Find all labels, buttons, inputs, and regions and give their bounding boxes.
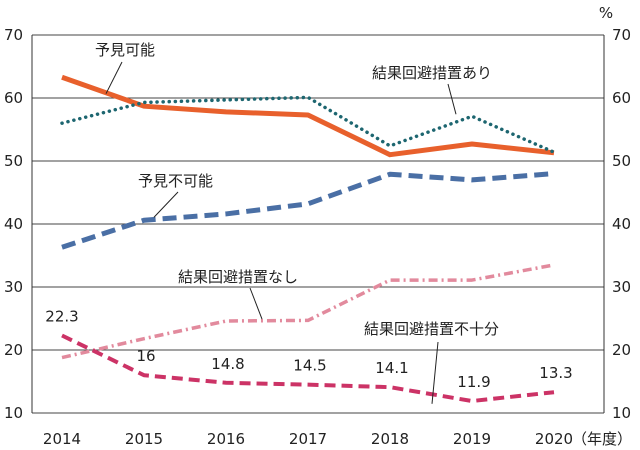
- y-tick-right-50: 50: [612, 152, 631, 170]
- y-tick-left-30: 30: [4, 278, 23, 296]
- y-tick-right-40: 40: [612, 215, 631, 233]
- right-y-tick-labels: 10 20 30 40 50 60 70: [612, 26, 631, 422]
- x-tick-2020: 2020: [535, 430, 573, 448]
- x-axis-unit-label: （年度）: [572, 430, 632, 448]
- data-label-2018: 14.1: [375, 359, 408, 377]
- y-tick-left-50: 50: [4, 152, 23, 170]
- leader-avoidance-none: [249, 287, 263, 320]
- series-label-avoidance-taken: 結果回避措置あり: [372, 64, 492, 82]
- data-label-2020: 13.3: [539, 364, 572, 382]
- data-label-2017: 14.5: [293, 357, 326, 375]
- y-tick-right-70: 70: [612, 26, 631, 44]
- series-labels: 予見可能 結果回避措置あり 予見不可能 結果回避措置なし 結果回避措置不十分: [95, 41, 499, 338]
- y-tick-left-40: 40: [4, 215, 23, 233]
- series-label-avoidance-insufficient: 結果回避措置不十分: [364, 320, 499, 338]
- y-tick-left-20: 20: [4, 341, 23, 359]
- x-tick-2018: 2018: [371, 430, 409, 448]
- x-tick-2016: 2016: [207, 430, 245, 448]
- x-tick-2015: 2015: [125, 430, 163, 448]
- series-line-s4: [61, 263, 555, 360]
- data-label-2014: 22.3: [45, 308, 78, 326]
- y-tick-right-60: 60: [612, 89, 631, 107]
- data-label-2019: 11.9: [457, 373, 490, 391]
- left-y-tick-labels: 10 20 30 40 50 60 70: [4, 26, 23, 422]
- leader-avoidance-insufficient: [431, 341, 439, 404]
- x-tick-2014: 2014: [43, 430, 81, 448]
- y-tick-right-30: 30: [612, 278, 631, 296]
- y-axis-unit-label: %: [599, 4, 613, 22]
- x-tick-2019: 2019: [453, 430, 491, 448]
- series-label-avoidance-none: 結果回避措置なし: [178, 268, 298, 286]
- data-labels: 22.3 16 14.8 14.5 14.1 11.9 13.3: [45, 308, 572, 392]
- series-line-s2: [60, 95, 556, 154]
- y-tick-left-70: 70: [4, 26, 23, 44]
- data-label-2015: 16: [136, 347, 155, 365]
- series-label-unforeseeable: 予見不可能: [138, 172, 213, 190]
- series-lines: [60, 74, 556, 404]
- y-tick-left-10: 10: [4, 404, 23, 422]
- y-tick-left-60: 60: [4, 89, 23, 107]
- series-line-s5: [61, 333, 555, 404]
- leader-unforeseeable: [153, 191, 179, 218]
- leader-lines: [105, 61, 457, 404]
- series-line-s3: [61, 171, 555, 250]
- series-label-foreseeable: 予見可能: [95, 41, 155, 59]
- leader-avoidance-taken: [447, 83, 457, 115]
- y-tick-right-20: 20: [612, 341, 631, 359]
- y-tick-right-10: 10: [612, 404, 631, 422]
- leader-foreseeable: [105, 61, 123, 94]
- data-label-2016: 14.8: [211, 355, 244, 373]
- x-tick-2017: 2017: [289, 430, 327, 448]
- x-tick-labels: 2014 2015 2016 2017 2018 2019 2020: [43, 430, 573, 448]
- series-line-s1: [61, 74, 555, 158]
